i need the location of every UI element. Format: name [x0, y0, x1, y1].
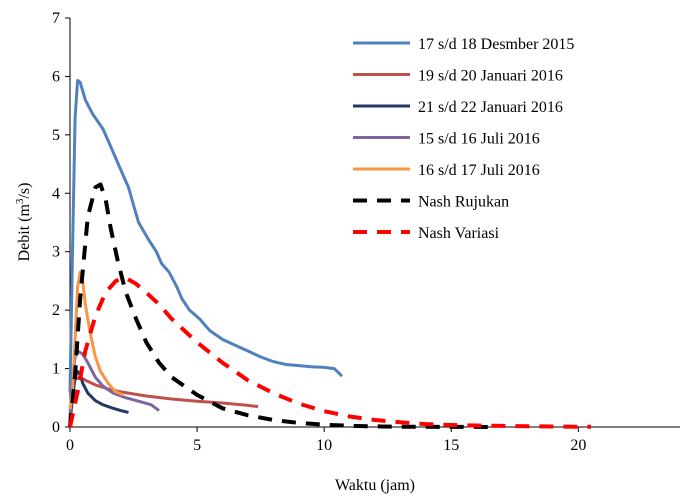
y-axis-label-superscript: 3 — [14, 198, 26, 204]
x-tick-label: 15 — [443, 437, 459, 454]
series-line — [68, 270, 124, 410]
y-tick-label: 0 — [52, 419, 60, 436]
legend-label: 21 s/d 22 Januari 2016 — [418, 99, 563, 116]
series-layer — [68, 79, 592, 429]
legend-label: Nash Rujukan — [418, 194, 509, 211]
y-tick-label: 3 — [52, 244, 60, 261]
y-ticks: 0 1 2 3 4 5 6 7 — [52, 10, 70, 436]
y-tick-label: 4 — [52, 185, 60, 202]
legend-label: 19 s/d 20 Januari 2016 — [418, 68, 563, 85]
y-tick-label: 6 — [52, 68, 60, 85]
y-axis-label: Debit (m3/s) — [14, 183, 33, 262]
x-axis-label: Waktu (jam) — [335, 477, 415, 494]
y-tick-label: 2 — [52, 302, 60, 319]
y-tick-label: 7 — [52, 10, 60, 27]
legend-label: 17 s/d 18 Desmber 2015 — [418, 36, 574, 53]
series-line — [68, 276, 592, 429]
y-axis-label-unit: /s) — [16, 183, 33, 199]
x-tick-label: 20 — [570, 437, 586, 454]
x-tick-label: 5 — [193, 437, 201, 454]
x-tick-label: 0 — [66, 437, 74, 454]
x-tick-label: 10 — [316, 437, 332, 454]
legend-label: 15 s/d 16 Juli 2016 — [418, 131, 540, 148]
legend: 17 s/d 18 Desmber 2015 19 s/d 20 Januari … — [353, 36, 574, 242]
y-axis-label-main: Debit (m — [16, 204, 33, 262]
series-line — [68, 182, 490, 429]
series-line — [68, 370, 129, 422]
legend-label: Nash Variasi — [418, 225, 500, 242]
y-tick-label: 5 — [52, 127, 60, 144]
y-tick-label: 1 — [52, 361, 60, 378]
x-ticks: 0 5 10 15 20 — [66, 427, 586, 454]
series-line — [68, 79, 344, 392]
series-line — [68, 375, 259, 419]
legend-label: 16 s/d 17 Juli 2016 — [418, 162, 540, 179]
